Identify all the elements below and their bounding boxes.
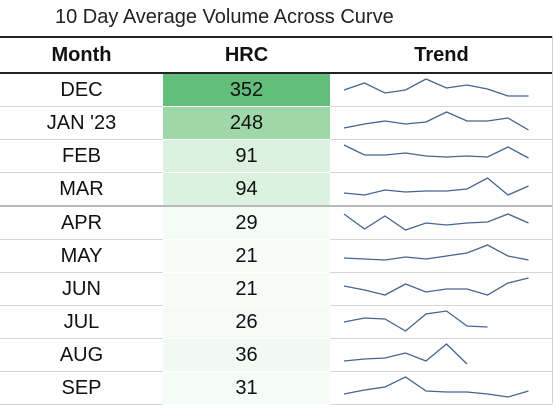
sparkline [343, 343, 468, 365]
month-cell[interactable]: MAY [0, 239, 163, 273]
table-row: APR 29 [0, 205, 553, 240]
month-cell[interactable]: AUG [0, 338, 163, 372]
sparkline-line [343, 111, 529, 131]
sheet-title: 10 Day Average Volume Across Curve [55, 6, 394, 28]
hrc-cell[interactable]: 26 [163, 305, 330, 339]
hrc-cell[interactable]: 36 [163, 338, 330, 372]
month-cell[interactable]: MAR [0, 172, 163, 207]
trend-cell[interactable] [330, 338, 553, 372]
trend-cell[interactable] [330, 205, 553, 240]
sparkline-line [343, 177, 529, 196]
month-cell[interactable]: SEP [0, 371, 163, 405]
trend-cell[interactable] [330, 272, 553, 306]
hrc-header: HRC [163, 36, 330, 74]
sparkline [343, 144, 529, 159]
hrc-cell[interactable]: 94 [163, 172, 330, 207]
trend-cell[interactable] [330, 239, 553, 273]
sparkline-line [343, 277, 529, 296]
table-row: AUG 36 [0, 338, 553, 372]
trend-cell[interactable] [330, 73, 553, 107]
sparkline [343, 310, 488, 332]
table-row: SEP 31 [0, 371, 553, 405]
sparkline-line [343, 144, 529, 159]
header-row: Month HRC Trend [0, 36, 553, 74]
table-row: JAN '23 248 [0, 106, 553, 140]
table-row: DEC 352 [0, 73, 553, 107]
month-cell[interactable]: JUL [0, 305, 163, 339]
sparkline [343, 78, 529, 97]
volume-table: Month HRC Trend DEC 352 JAN '23 248 FEB 91 MAR… [0, 36, 553, 405]
sparkline [343, 213, 529, 231]
month-cell[interactable]: JUN [0, 272, 163, 306]
table-row: MAY 21 [0, 239, 553, 273]
trend-cell[interactable] [330, 139, 553, 173]
sparkline-line [343, 343, 468, 365]
sparkline-line [343, 78, 529, 97]
month-header: Month [0, 36, 163, 74]
table-row: JUL 26 [0, 305, 553, 339]
hrc-cell[interactable]: 31 [163, 371, 330, 405]
month-cell[interactable]: JAN '23 [0, 106, 163, 140]
sparkline-line [343, 310, 488, 332]
hrc-cell[interactable]: 21 [163, 272, 330, 306]
trend-header: Trend [330, 36, 553, 74]
sparkline [343, 177, 529, 196]
sparkline-line [343, 376, 529, 398]
hrc-cell[interactable]: 248 [163, 106, 330, 140]
hrc-cell[interactable]: 91 [163, 139, 330, 173]
sparkline-line [343, 213, 529, 231]
sparkline [343, 244, 529, 261]
trend-cell[interactable] [330, 371, 553, 405]
sparkline [343, 376, 529, 398]
month-cell[interactable]: APR [0, 205, 163, 240]
sparkline [343, 111, 529, 131]
sparkline-line [343, 244, 529, 261]
month-cell[interactable]: DEC [0, 73, 163, 107]
hrc-cell[interactable]: 29 [163, 205, 330, 240]
table-row: JUN 21 [0, 272, 553, 306]
sparkline [343, 277, 529, 296]
trend-cell[interactable] [330, 305, 553, 339]
hrc-cell[interactable]: 21 [163, 239, 330, 273]
table-row: MAR 94 [0, 172, 553, 207]
trend-cell[interactable] [330, 172, 553, 207]
month-cell[interactable]: FEB [0, 139, 163, 173]
hrc-cell[interactable]: 352 [163, 73, 330, 107]
trend-cell[interactable] [330, 106, 553, 140]
table-row: FEB 91 [0, 139, 553, 173]
